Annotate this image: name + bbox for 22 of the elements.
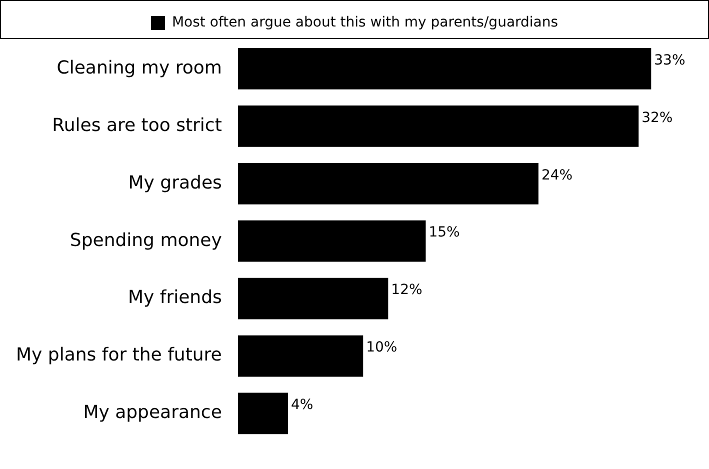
bar [238,48,652,90]
data-label: 32% [642,110,673,126]
y-tick-label: My plans for the future [16,344,222,366]
y-tick-label: Cleaning my room [56,57,222,78]
y-tick-label: Spending money [70,230,222,251]
y-tick-label: My friends [128,287,222,308]
data-label: 33% [654,52,686,68]
legend-label: Most often argue about this with my parents/guardians [172,14,558,31]
y-tick-label: My grades [128,172,222,194]
bar [238,392,288,434]
data-label: 12% [391,282,422,298]
data-label: 10% [366,340,398,356]
y-tick-label: My appearance [83,402,222,424]
bar [238,106,639,147]
bar [238,162,538,204]
bar [238,278,388,320]
bar [238,220,426,262]
y-tick-label: Rules are too strict [52,114,222,136]
data-label: 15% [428,224,460,241]
data-label: 4% [290,397,314,414]
bar [238,335,364,377]
data-label: 24% [541,167,573,184]
